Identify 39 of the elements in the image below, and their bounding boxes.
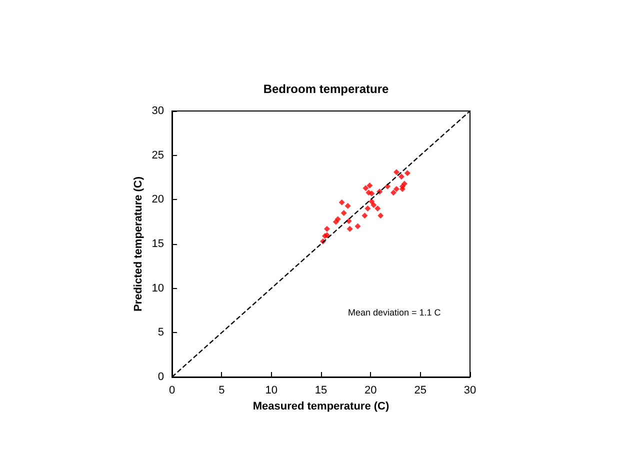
point xyxy=(364,206,371,212)
x-tick-label: 30 xyxy=(464,384,476,396)
point xyxy=(332,218,339,225)
point xyxy=(404,170,410,176)
y-tick-label: 30 xyxy=(152,105,164,117)
point xyxy=(366,182,373,188)
y-axis-title: Predicted temperature (C) xyxy=(132,176,144,312)
x-tick-label: 5 xyxy=(218,384,225,396)
point xyxy=(338,199,345,206)
y-tick-label: 10 xyxy=(152,282,164,294)
point xyxy=(324,226,330,232)
point xyxy=(344,202,351,209)
point xyxy=(398,174,404,180)
point xyxy=(390,190,397,196)
point xyxy=(374,206,381,212)
point xyxy=(370,202,377,208)
point xyxy=(393,169,400,176)
x-tick-label: 25 xyxy=(414,384,426,396)
point xyxy=(368,190,375,196)
point xyxy=(346,226,353,232)
x-tick-label: 10 xyxy=(265,384,278,396)
point xyxy=(362,212,368,219)
y-tick-label: 15 xyxy=(152,238,164,250)
point xyxy=(362,185,369,192)
chart-title: Bedroom temperature xyxy=(263,82,389,96)
y-tick-label: 5 xyxy=(158,326,164,339)
y-tick-label: 25 xyxy=(152,149,164,162)
y-tick-label: 20 xyxy=(152,194,164,206)
x-tick-label: 15 xyxy=(314,384,328,396)
point xyxy=(393,186,400,192)
point xyxy=(399,186,406,192)
point xyxy=(354,223,361,230)
point xyxy=(378,212,384,219)
x-axis-title: Measured temperature (C) xyxy=(252,400,390,412)
point xyxy=(340,210,347,216)
x-tick-label: 20 xyxy=(364,384,377,396)
annotation: Mean deviation = 1.1 C xyxy=(348,308,442,318)
x-tick-label: 0 xyxy=(168,384,176,396)
y-tick-label: 0 xyxy=(158,371,164,383)
